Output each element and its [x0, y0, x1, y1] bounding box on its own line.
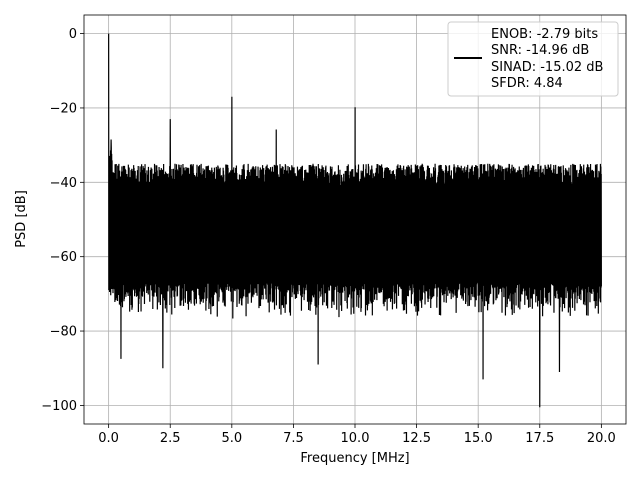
legend-box: [447, 21, 619, 97]
psd-series: [108, 33, 602, 408]
y-tick-label: 0: [69, 27, 77, 42]
x-tick-label: 7.5: [283, 431, 304, 446]
x-tick-label: 20.0: [587, 431, 616, 446]
psd-trace: [108, 33, 602, 408]
y-tick-label: −80: [50, 325, 77, 340]
legend: ENOB: -2.79 bits SNR: -14.96 dB SINAD: -…: [447, 21, 619, 97]
legend-line-3: SINAD: -15.02 dB: [491, 60, 603, 75]
legend-line-1: ENOB: -2.79 bits: [491, 27, 598, 42]
x-tick-label: 15.0: [464, 431, 493, 446]
x-tick-label: 2.5: [160, 431, 181, 446]
x-tick-label: 12.5: [402, 431, 431, 446]
y-axis-ticks: 0 −20 −40 −60 −80 −100: [41, 27, 84, 414]
x-tick-label: 5.0: [221, 431, 242, 446]
x-axis-ticks: 0.0 2.5 5.0 7.5 10.0 12.5 15.0 17.5 20.0: [98, 424, 616, 446]
y-axis-label: PSD [dB]: [14, 190, 29, 248]
y-tick-label: −40: [50, 176, 77, 191]
legend-line-4: SFDR: 4.84: [491, 76, 563, 91]
y-tick-label: −60: [50, 250, 77, 265]
x-axis-label: Frequency [MHz]: [300, 451, 409, 466]
x-tick-label: 10.0: [341, 431, 370, 446]
x-tick-label: 17.5: [525, 431, 554, 446]
y-tick-label: −20: [50, 101, 77, 116]
legend-line-2: SNR: -14.96 dB: [491, 43, 589, 58]
y-tick-label: −100: [41, 399, 77, 414]
x-tick-label: 0.0: [98, 431, 119, 446]
